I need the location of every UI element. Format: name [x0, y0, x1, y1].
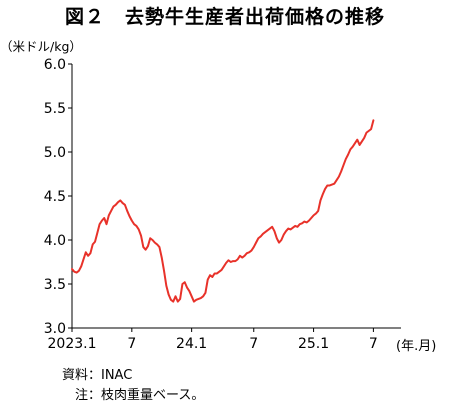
chart-notes: 資料：INAC 注：枝肉重量ベース。	[62, 366, 204, 406]
y-tick-label: 3.0	[44, 321, 66, 337]
y-tick-label: 3.5	[44, 277, 66, 293]
x-tick-label: 7	[249, 336, 258, 352]
y-tick-label: 4.5	[44, 189, 66, 205]
x-axis-unit-label: (年.月)	[396, 339, 437, 354]
x-tick-label: 25.1	[298, 336, 329, 352]
y-tick-label: 6.0	[44, 57, 66, 73]
y-axis-unit-label: （米ドル/kg）	[0, 39, 82, 54]
footnote: 注：枝肉重量ベース。	[62, 388, 205, 403]
source-note: 資料：INAC	[62, 368, 133, 383]
series-line-0	[71, 119, 375, 303]
chart-title: 図２ 去勢牛生産者出荷価格の推移	[64, 6, 385, 28]
y-tick-label: 5.5	[44, 101, 66, 117]
x-tick-label: 2023.1	[48, 336, 97, 352]
x-tick-label: 24.1	[176, 336, 207, 352]
x-tick-label: 7	[369, 336, 378, 352]
y-tick-label: 5.0	[44, 145, 66, 161]
y-tick-label: 4.0	[44, 233, 66, 249]
x-tick-label: 7	[127, 336, 136, 352]
